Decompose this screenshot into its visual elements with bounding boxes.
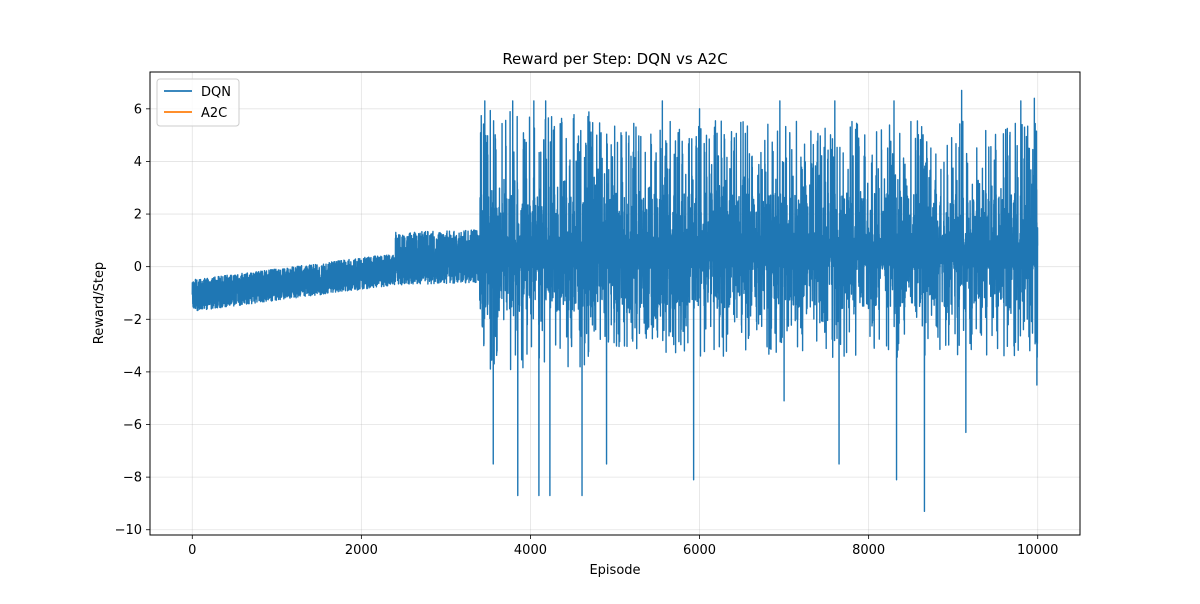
y-tick-label: −10: [115, 523, 142, 538]
x-tick-label: 6000: [683, 543, 716, 558]
y-axis-label: Reward/Step: [92, 262, 107, 344]
plot-frame: [149, 71, 1081, 536]
series-line-dqn: [191, 89, 1039, 513]
x-tick-label: 4000: [514, 543, 547, 558]
y-tick-label: 0: [134, 260, 142, 275]
x-tick-label: 10000: [1017, 543, 1058, 558]
series-layer: [191, 89, 1039, 513]
y-tick-label: −6: [123, 418, 142, 433]
legend: DQN A2C: [156, 78, 240, 127]
axes: 0 2000 4000 6000 8000 10000 −10 −8 −6 −4 −2 0 2 4 6: [115, 102, 1059, 558]
x-tick-label: 8000: [852, 543, 885, 558]
y-tick-label: 6: [134, 102, 142, 117]
legend-label-a2c: A2C: [201, 106, 227, 121]
y-tick-label: −2: [123, 313, 142, 328]
y-tick-label: 2: [134, 208, 142, 223]
y-tick-label: −4: [123, 365, 142, 380]
y-tick-label: 4: [134, 155, 142, 170]
x-tick-label: 0: [188, 543, 196, 558]
y-tick-label: −8: [123, 471, 142, 486]
x-tick-label: 2000: [345, 543, 378, 558]
x-axis-label: Episode: [589, 563, 640, 578]
legend-label-dqn: DQN: [201, 85, 231, 100]
chart-title: Reward per Step: DQN vs A2C: [502, 50, 727, 68]
